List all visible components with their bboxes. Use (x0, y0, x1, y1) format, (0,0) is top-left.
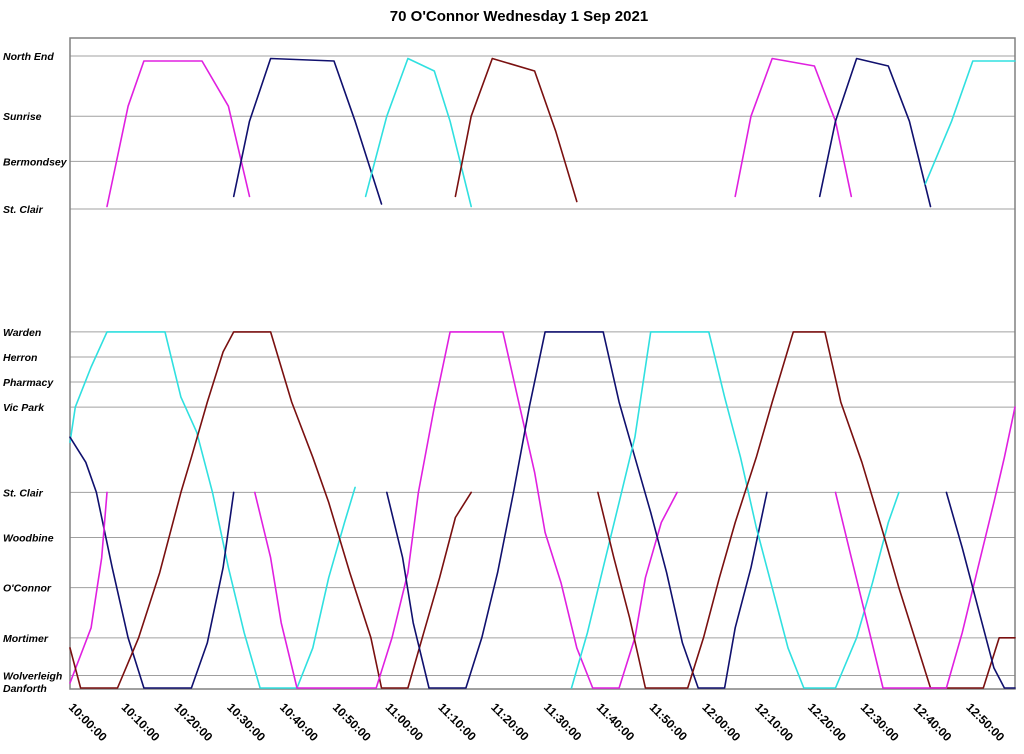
stop-label: Pharmacy (3, 377, 54, 389)
trip-line-13 (386, 331, 768, 689)
trip-line-6 (818, 57, 932, 208)
chart-title: 70 O'Connor Wednesday 1 Sep 2021 (390, 8, 648, 25)
x-tick-label: 12:40:00 (911, 700, 955, 744)
trip-line-4 (454, 57, 578, 203)
stop-label: Woodbine (3, 533, 54, 545)
stop-label: Danforth (3, 683, 47, 695)
x-tick-label: 10:40:00 (277, 700, 321, 744)
plot-frame (69, 37, 1016, 690)
stop-label: North End (3, 51, 54, 63)
stop-label: Warden (3, 327, 41, 339)
x-tick-label: 12:50:00 (963, 700, 1007, 744)
stop-labels: North End Sunrise Bermondsey St. Clair Warde… (3, 51, 68, 695)
trip-line-14 (570, 331, 900, 689)
x-tick-label: 12:10:00 (752, 700, 796, 744)
trip-line-16 (834, 406, 1016, 689)
x-tick-label: 10:10:00 (119, 700, 163, 744)
stop-label: Herron (3, 352, 37, 364)
stop-label: Vic Park (3, 402, 45, 414)
x-tick-label: 10:50:00 (330, 700, 374, 744)
x-tick-label: 11:00:00 (383, 700, 427, 744)
time-tick-labels: 10:00:00 10:10:00 10:20:00 10:30:00 10:40:00… (66, 700, 1008, 744)
stop-label: O'Connor (3, 583, 52, 595)
stop-label: St. Clair (3, 204, 44, 216)
trip-line-17 (945, 491, 1016, 689)
trip-line-1 (106, 60, 251, 208)
trip-line-9 (69, 436, 235, 689)
x-tick-label: 10:00:00 (66, 700, 110, 744)
x-tick-label: 12:30:00 (858, 700, 902, 744)
x-tick-label: 11:20:00 (488, 700, 532, 744)
x-tick-label: 10:30:00 (224, 700, 268, 744)
series-lines (69, 57, 1016, 689)
x-tick-label: 11:50:00 (647, 700, 691, 744)
x-tick-label: 10:20:00 (171, 700, 215, 744)
x-tick-label: 11:30:00 (541, 700, 585, 744)
x-tick-label: 12:20:00 (805, 700, 849, 744)
x-tick-label: 11:10:00 (435, 700, 479, 744)
trip-line-2 (232, 57, 383, 205)
stop-label: Wolverleigh (3, 670, 62, 682)
trip-line-3 (364, 57, 472, 208)
stop-label: Sunrise (3, 111, 42, 123)
grid-lines (70, 55, 1015, 676)
trip-line-5 (734, 57, 853, 198)
trip-line-10 (69, 491, 108, 684)
stop-label: Bermondsey (3, 156, 68, 168)
x-tick-label: 12:00:00 (699, 700, 743, 744)
trip-line-11 (69, 331, 472, 689)
trip-line-7 (924, 60, 1016, 185)
stop-label: Mortimer (3, 633, 49, 645)
stop-label: St. Clair (3, 487, 44, 499)
x-tick-label: 11:40:00 (594, 700, 638, 744)
trip-line-12 (254, 331, 678, 689)
trip-line-8 (69, 331, 356, 689)
trip-line-15 (597, 331, 1016, 689)
